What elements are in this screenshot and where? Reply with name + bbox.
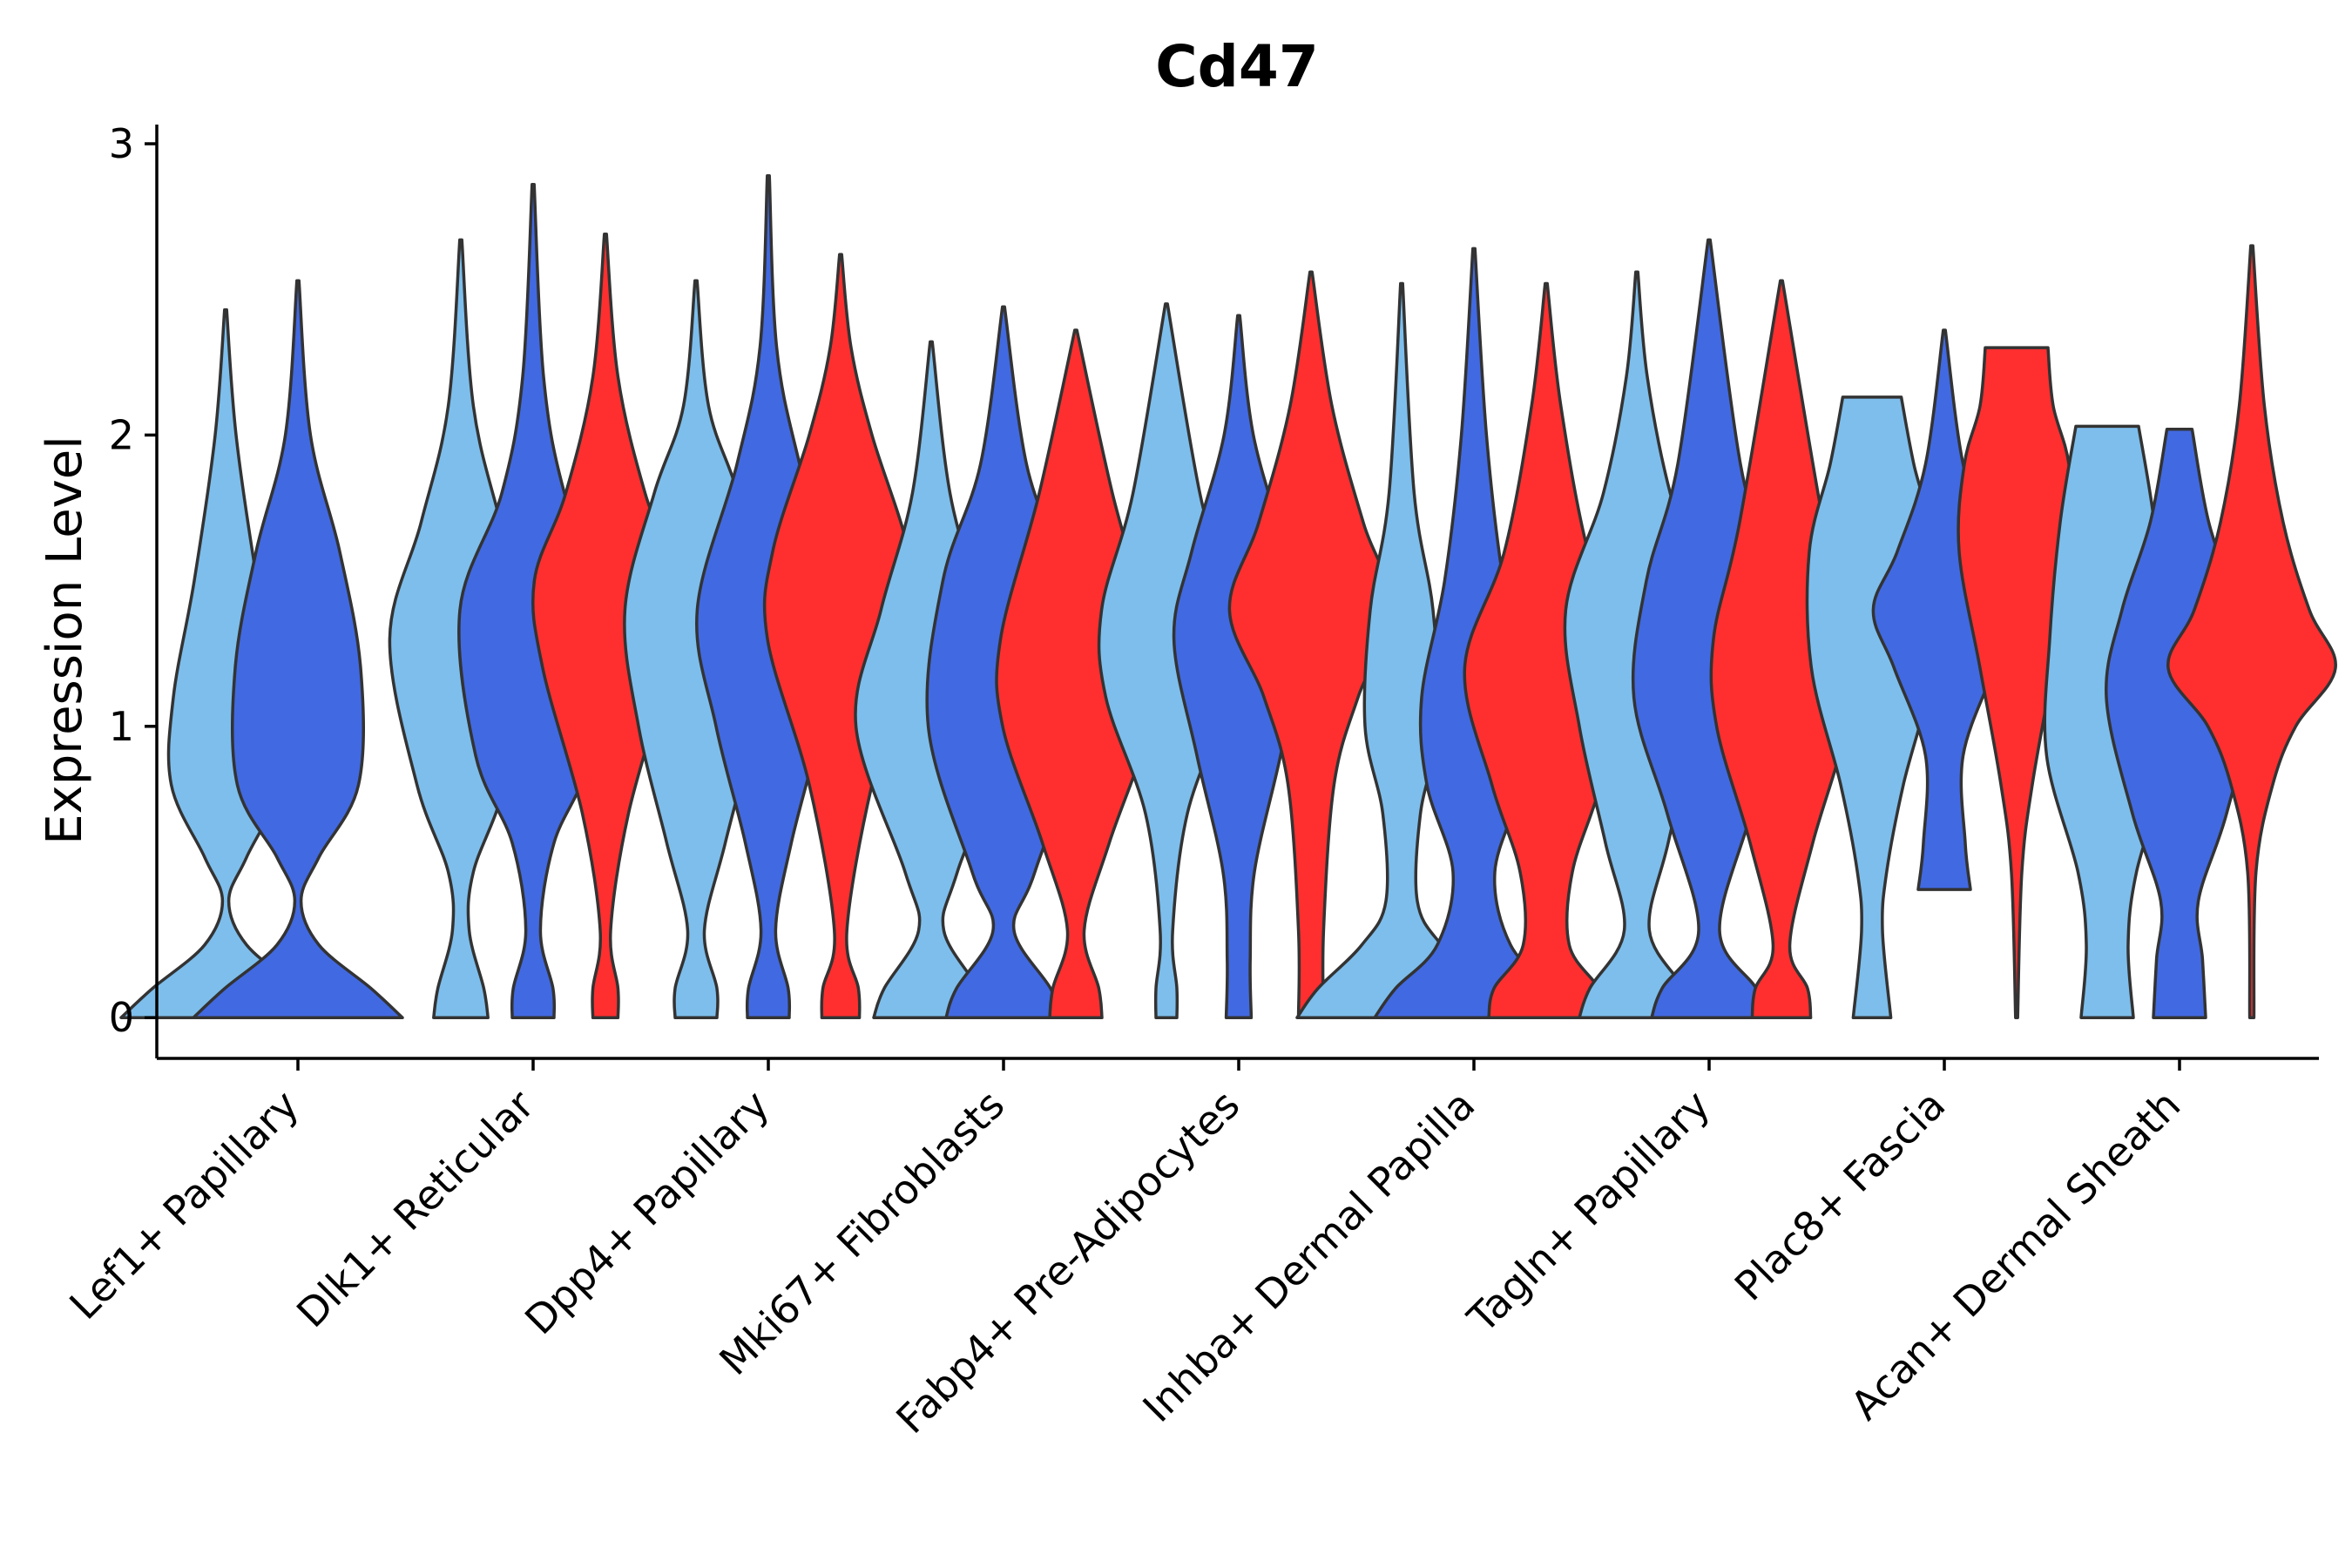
violin-0-0 (119, 308, 332, 1019)
y-tick-label: 1 (109, 703, 134, 750)
y-axis: 0 1 2 3 (109, 120, 159, 1058)
y-tick-label: 2 (109, 411, 134, 458)
violin-5-0 (1295, 281, 1508, 1019)
violin-7-1 (1871, 328, 2017, 891)
violin-2-0 (623, 279, 769, 1019)
violin-0-1 (192, 279, 404, 1019)
violin-8-2 (2166, 244, 2337, 1019)
violin-4-1 (1172, 314, 1306, 1019)
chart-title: Cd47 (1155, 33, 1319, 100)
violin-4-2 (1227, 270, 1395, 1019)
violin-1-2 (531, 232, 680, 1019)
violins-group (119, 174, 2337, 1019)
x-tick-label: Tagln+ Papillary (1458, 1081, 1720, 1342)
x-tick-label: Lef1+ Papillary (60, 1081, 308, 1328)
violin-3-2 (995, 328, 1157, 1019)
violin-6-2 (1709, 279, 1854, 1019)
y-tick-label: 0 (109, 994, 134, 1041)
x-tick-label: Plac8+ Fascia (1726, 1081, 1954, 1309)
x-tick-label: Dlk1+ Reticular (287, 1081, 543, 1336)
y-axis-label: Expression Level (37, 436, 93, 845)
violin-4-0 (1097, 302, 1236, 1019)
violin-7-2 (1957, 346, 2077, 1019)
x-tick-label: Dpp4+ Papillary (516, 1081, 778, 1343)
violin-5-2 (1463, 281, 1630, 1019)
y-tick-label: 3 (109, 120, 134, 167)
